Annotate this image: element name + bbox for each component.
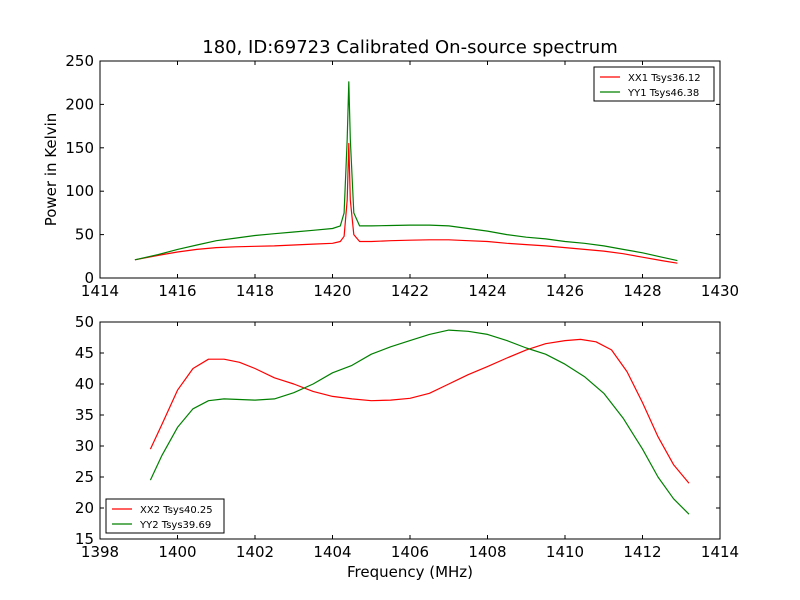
- legend-box: [105, 498, 225, 534]
- y-tick-label: 250: [65, 52, 94, 70]
- y-tick-label: 150: [65, 139, 94, 157]
- y-tick-label: 100: [65, 182, 94, 200]
- series-line-2: [149, 329, 690, 515]
- x-axis-label: Frequency (MHz): [347, 563, 473, 581]
- y-tick-label: 40: [75, 375, 94, 393]
- x-tick-label: 1406: [391, 543, 429, 561]
- x-tick-label: 1402: [236, 543, 274, 561]
- x-tick-label: 1412: [623, 543, 661, 561]
- y-tick-label: 35: [75, 406, 94, 424]
- x-tick-label: 1428: [623, 282, 661, 300]
- series-line-1: [149, 338, 690, 484]
- legend-label: YY2 Tsys39.69: [139, 520, 211, 531]
- legend: XX1 Tsys36.12 YY1 Tsys46.38: [593, 66, 715, 102]
- y-tick-label: 20: [75, 499, 94, 517]
- x-tick-label: 1400: [158, 543, 196, 561]
- y-tick-label: 25: [75, 468, 94, 486]
- x-tick-label: 1426: [546, 282, 584, 300]
- y-tick-label: 0: [84, 269, 94, 287]
- y-tick-label: 30: [75, 437, 94, 455]
- legend-label: XX1 Tsys36.12: [628, 73, 701, 84]
- y-tick-label: 45: [75, 344, 94, 362]
- legend-label: YY1 Tsys46.38: [627, 88, 699, 99]
- x-tick-label: 1430: [701, 282, 739, 300]
- legend-label: XX2 Tsys40.25: [140, 505, 213, 516]
- top-plot: 1414 1416 1418 1420 1422 1424 1426 1428 1430 0 50 1…: [42, 52, 739, 300]
- y-axis-label: Power in Kelvin: [42, 113, 60, 227]
- x-tick-label: 1416: [158, 282, 196, 300]
- x-tick-label: 1414: [701, 543, 739, 561]
- legend: XX2 Tsys40.25 YY2 Tsys39.69: [105, 498, 225, 534]
- x-tick-label: 1414: [81, 282, 119, 300]
- x-tick-label: 1410: [546, 543, 584, 561]
- y-tick-label: 15: [75, 530, 94, 548]
- legend-box: [593, 66, 715, 102]
- x-tick-label: 1404: [313, 543, 351, 561]
- series-line-2: [134, 81, 678, 262]
- y-tick-label: 50: [75, 226, 94, 244]
- figure-title: 180, ID:69723 Calibrated On-source spect…: [202, 37, 618, 58]
- x-tick-label: 1420: [313, 282, 351, 300]
- y-tick-label: 200: [65, 95, 94, 113]
- x-tick-label: 1422: [391, 282, 429, 300]
- x-tick-label: 1418: [236, 282, 274, 300]
- x-tick-label: 1408: [468, 543, 506, 561]
- y-tick-label: 50: [75, 313, 94, 331]
- bottom-plot: 1398 1400 1402 1404 1406 1408 1410 1412 1414 15 20…: [75, 313, 739, 581]
- x-tick-label: 1424: [468, 282, 506, 300]
- x-tick-label: 1398: [81, 543, 119, 561]
- series-line-1: [134, 142, 678, 264]
